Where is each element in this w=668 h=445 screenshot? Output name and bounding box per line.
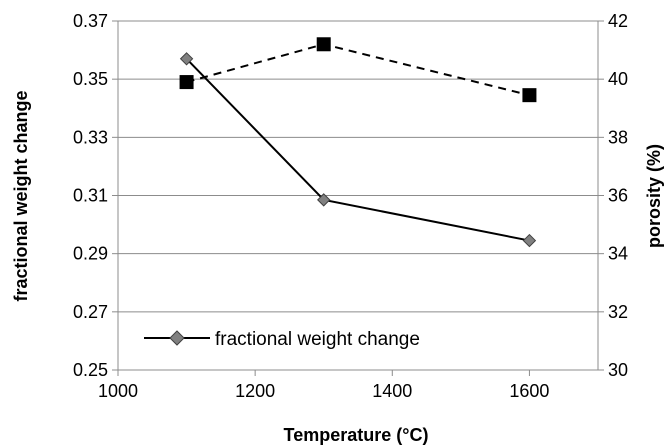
y-tick-label: 0.29	[73, 244, 108, 264]
gridlines	[118, 21, 598, 312]
y2-tick-label: 42	[608, 11, 628, 31]
y-tick-label: 0.25	[73, 360, 108, 380]
series-1-line	[187, 44, 530, 95]
y-tick-label: 0.27	[73, 302, 108, 322]
series-layer	[180, 37, 537, 246]
x-tick-label: 1600	[509, 381, 549, 401]
x-tick-label: 1000	[98, 381, 138, 401]
y-tick-label: 0.33	[73, 127, 108, 147]
series-1-square-marker	[522, 88, 536, 102]
series-1-square-marker	[317, 37, 331, 51]
y2-tick-label: 32	[608, 302, 628, 322]
y2-tick-label: 40	[608, 69, 628, 89]
y-tick-label: 0.35	[73, 69, 108, 89]
x-tick-label: 1200	[235, 381, 275, 401]
legend: fractional weight change	[140, 319, 510, 355]
y-tick-label: 0.31	[73, 186, 108, 206]
y-tick-label: 0.37	[73, 11, 108, 31]
series-0-diamond-marker	[523, 235, 535, 247]
y-axis-title: fractional weight change	[11, 90, 31, 301]
y2-axis-title: porosity (%)	[644, 144, 664, 248]
series-0-line	[187, 59, 530, 241]
y2-tick-label: 34	[608, 244, 628, 264]
series-1-square-marker	[180, 75, 194, 89]
x-axis-title: Temperature (°C)	[284, 425, 429, 445]
x-tick-label: 1400	[372, 381, 412, 401]
y2-tick-label: 36	[608, 186, 628, 206]
legend-label: fractional weight change	[215, 329, 420, 350]
y2-tick-label: 38	[608, 127, 628, 147]
y2-tick-label: 30	[608, 360, 628, 380]
